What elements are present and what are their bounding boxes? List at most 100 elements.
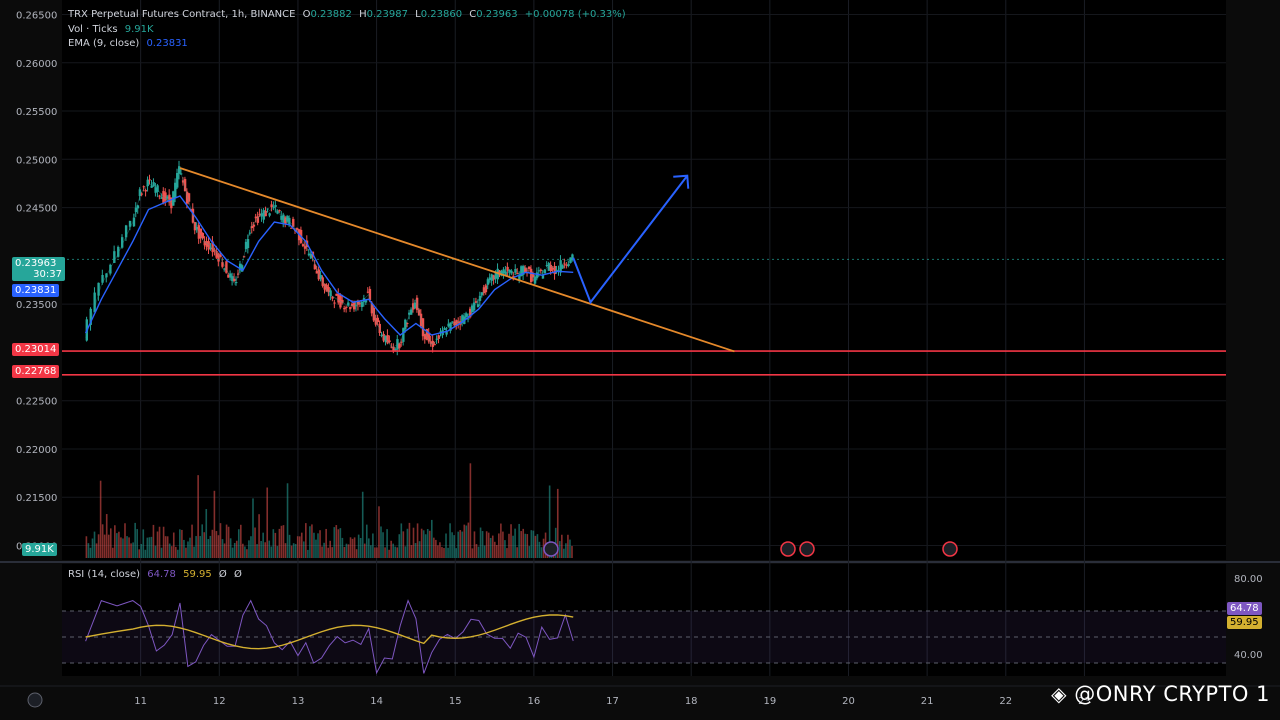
candle-body	[256, 216, 260, 223]
volume-bar	[215, 531, 218, 558]
candle-body	[502, 269, 505, 274]
volume-bar	[353, 537, 356, 558]
candle-body	[514, 268, 517, 273]
rsi-label: RSI (14, close)	[68, 569, 141, 580]
rsi-line	[85, 599, 574, 675]
volume-bar	[317, 533, 319, 558]
candle-body	[533, 276, 537, 284]
candle-body	[549, 264, 553, 272]
candle-body	[156, 185, 159, 192]
candle-body	[282, 214, 285, 223]
candle-body	[146, 179, 149, 187]
candle-body	[539, 269, 543, 271]
volume-bar	[394, 546, 397, 558]
volume-bar	[420, 528, 423, 558]
candle-body	[97, 282, 100, 296]
candle-body	[264, 210, 267, 217]
volume-bar	[343, 547, 346, 558]
candle-body	[185, 191, 189, 204]
volume-bar	[93, 531, 96, 558]
volume-bar	[368, 538, 370, 558]
candle-body	[254, 216, 258, 219]
volume-bar	[105, 514, 108, 558]
candle-body	[295, 228, 299, 230]
candle-body	[278, 210, 281, 212]
volume-bar	[99, 480, 102, 558]
candle-body	[354, 305, 358, 307]
volume-bar	[223, 543, 226, 558]
volume-bar	[187, 541, 189, 558]
volume-bar	[258, 514, 260, 558]
candle-body	[551, 267, 554, 270]
volume-bar	[97, 534, 100, 558]
candle-body	[221, 262, 224, 267]
volume-bar	[242, 543, 244, 558]
candle-body	[541, 274, 545, 279]
candle-body	[368, 288, 372, 301]
candle-body	[563, 263, 566, 265]
candle-body	[437, 335, 440, 339]
candle-body	[286, 216, 289, 222]
volume-bar	[445, 533, 447, 558]
high-value: 0.23987	[366, 9, 408, 20]
volume-bar	[170, 546, 173, 558]
projection-arrow-head	[673, 174, 690, 189]
candle-body	[215, 251, 218, 258]
volume-bar	[518, 523, 520, 558]
volume-bar	[172, 532, 175, 558]
candle-body	[404, 319, 407, 330]
candle-body	[170, 197, 173, 209]
candle-body	[376, 317, 379, 323]
rsi-extra-1: Ø	[218, 569, 227, 580]
volume-bar	[451, 532, 453, 558]
volume-bar	[384, 547, 386, 558]
candle-body	[301, 244, 305, 247]
volume-bar	[435, 539, 437, 558]
candle-body	[109, 264, 112, 274]
candle-body	[128, 220, 132, 227]
volume-bar	[229, 538, 232, 558]
volume-bar	[333, 527, 336, 558]
watermark-text: @ONRY CRYPTO 1	[1074, 682, 1270, 706]
x-tick-label: 11	[134, 696, 147, 707]
candle-body	[284, 217, 287, 224]
volume-bar	[433, 537, 435, 558]
watermark: ◈ @ONRY CRYPTO 1	[1051, 682, 1270, 706]
volume-bar	[365, 524, 368, 558]
volume-bar	[571, 546, 573, 558]
volume-bar	[209, 535, 212, 558]
volume-bar	[266, 487, 269, 558]
candle-body	[238, 263, 242, 271]
volume-bar	[313, 532, 315, 558]
candle-body	[520, 266, 523, 276]
volume-bar	[91, 538, 94, 558]
volume-bar	[126, 536, 128, 558]
volume-bar	[496, 544, 498, 558]
volume-bar	[400, 523, 403, 558]
volume-bar	[254, 527, 256, 558]
volume-bar	[309, 526, 311, 558]
candle-body	[547, 263, 551, 271]
volume-bar	[323, 542, 325, 558]
volume-bar	[355, 549, 358, 558]
lightning-event-icon	[543, 541, 559, 557]
rsi-value: 64.78	[147, 569, 176, 580]
x-tick-label: 14	[370, 696, 383, 707]
candle-body	[191, 208, 195, 223]
candle-body	[195, 226, 199, 230]
candle-body	[543, 269, 547, 274]
candle-body	[392, 347, 395, 352]
candle-body	[370, 302, 374, 314]
volume-bar	[412, 527, 415, 558]
chart-legend-volume: Vol · Ticks 9.91K	[68, 24, 158, 35]
volume-bar	[538, 541, 541, 558]
candle-body	[225, 261, 228, 273]
candle-body	[187, 193, 191, 202]
volume-bar	[278, 528, 281, 558]
candle-body	[447, 323, 450, 327]
candle-body	[476, 304, 480, 308]
volume-bar	[479, 527, 482, 558]
volume-bar	[349, 537, 352, 558]
volume-bar	[211, 529, 214, 558]
